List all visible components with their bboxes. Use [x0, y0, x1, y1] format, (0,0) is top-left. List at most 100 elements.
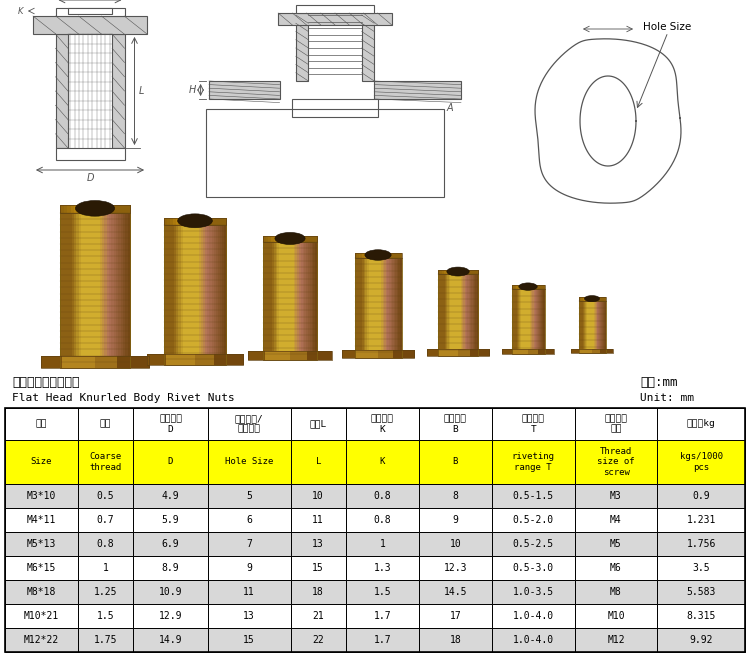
Bar	[208, 218, 211, 225]
Bar	[296, 5, 374, 13]
Bar	[346, 508, 418, 532]
Bar	[252, 351, 257, 360]
Bar	[585, 301, 586, 353]
Bar	[548, 349, 551, 354]
Bar	[657, 532, 745, 556]
Bar	[182, 218, 186, 225]
Text: 8.9: 8.9	[162, 563, 179, 573]
Bar	[447, 274, 449, 356]
Bar	[546, 349, 549, 354]
Bar	[206, 109, 444, 197]
Bar	[70, 205, 74, 213]
Bar	[590, 349, 592, 353]
Bar	[100, 213, 103, 368]
Bar	[208, 225, 210, 365]
Text: 8.315: 8.315	[686, 611, 716, 621]
Bar	[518, 349, 520, 354]
Bar	[193, 225, 196, 365]
Bar	[197, 225, 200, 365]
Bar	[248, 351, 253, 360]
Bar	[345, 350, 350, 358]
Bar	[346, 556, 418, 580]
Bar	[296, 242, 298, 360]
Bar	[459, 274, 461, 356]
Bar	[492, 484, 574, 508]
Bar	[575, 349, 578, 353]
Bar	[301, 236, 304, 242]
Bar	[492, 556, 574, 580]
Bar	[224, 225, 226, 365]
Text: 10: 10	[449, 539, 461, 549]
Bar	[452, 270, 454, 274]
Bar	[526, 285, 529, 289]
Text: Size: Size	[31, 458, 52, 466]
Bar	[123, 213, 126, 368]
Bar	[76, 213, 80, 368]
Bar	[378, 258, 380, 358]
Bar	[359, 253, 362, 258]
Bar	[574, 604, 657, 628]
Text: Coarse
thread: Coarse thread	[89, 453, 122, 471]
Bar	[599, 301, 601, 353]
Text: 6.9: 6.9	[162, 539, 179, 549]
Bar	[419, 440, 492, 484]
Bar	[574, 556, 657, 580]
Bar	[580, 297, 582, 301]
Bar	[411, 350, 415, 358]
Bar	[580, 301, 582, 353]
Bar	[296, 236, 298, 242]
Bar	[320, 351, 324, 360]
Bar	[358, 258, 360, 358]
Bar	[466, 270, 469, 274]
Bar	[304, 242, 307, 360]
Bar	[5, 532, 78, 556]
Bar	[528, 349, 531, 354]
Bar	[352, 350, 357, 358]
Bar	[492, 408, 574, 440]
Text: M4*11: M4*11	[27, 515, 56, 525]
Bar	[170, 218, 174, 225]
Bar	[366, 253, 369, 258]
Bar	[477, 274, 478, 356]
Bar	[57, 356, 63, 368]
Bar	[515, 349, 518, 354]
Bar	[311, 351, 316, 360]
Bar	[355, 258, 401, 358]
Bar	[56, 34, 68, 148]
Bar	[134, 532, 208, 556]
Bar	[543, 285, 545, 289]
Bar	[523, 349, 526, 354]
Bar	[461, 349, 465, 356]
Bar	[460, 270, 463, 274]
Bar	[365, 258, 368, 358]
Bar	[394, 258, 396, 358]
Bar	[208, 484, 290, 508]
Bar	[185, 354, 190, 365]
Bar	[117, 356, 123, 368]
Bar	[46, 356, 52, 368]
Bar	[445, 274, 446, 356]
Text: M12: M12	[608, 635, 625, 645]
Bar	[78, 628, 134, 652]
Text: M8*18: M8*18	[27, 587, 56, 597]
Bar	[272, 242, 274, 360]
Bar	[601, 301, 602, 353]
Ellipse shape	[447, 267, 470, 276]
Bar	[516, 289, 518, 354]
Text: D: D	[86, 173, 94, 183]
Bar	[164, 218, 226, 225]
Text: 1.0-3.5: 1.0-3.5	[513, 587, 554, 597]
Bar	[530, 285, 532, 289]
Bar	[657, 508, 745, 532]
Bar	[578, 301, 580, 353]
Bar	[168, 225, 171, 365]
Text: 17: 17	[449, 611, 461, 621]
Bar	[79, 356, 85, 368]
Text: 5.583: 5.583	[686, 587, 716, 597]
Text: 单位:mm: 单位:mm	[640, 377, 677, 389]
Bar	[304, 236, 307, 242]
Bar	[286, 242, 289, 360]
Bar	[302, 351, 307, 360]
Bar	[594, 349, 597, 353]
Bar	[134, 440, 208, 484]
